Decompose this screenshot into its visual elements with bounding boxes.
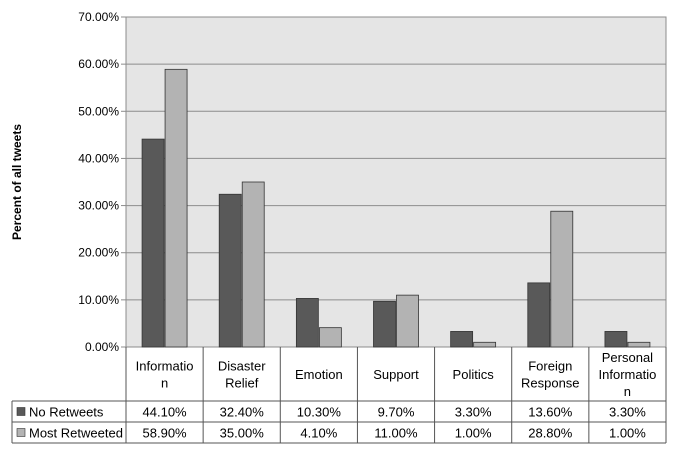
y-tick-label: 10.00% bbox=[78, 293, 119, 307]
table-cell-value: 1.00% bbox=[455, 426, 492, 441]
plot-area bbox=[125, 16, 667, 348]
category-label: Support bbox=[373, 367, 419, 382]
bar-no-retweets bbox=[527, 282, 551, 348]
legend-swatch bbox=[16, 428, 26, 437]
category-label: Informatio bbox=[136, 359, 194, 374]
legend-entry: No Retweets bbox=[29, 405, 104, 420]
category-label: Informatio bbox=[599, 367, 657, 382]
table-cell-value: 58.90% bbox=[143, 426, 188, 441]
bar-no-retweets bbox=[218, 193, 242, 348]
bar-most-retweeted bbox=[627, 341, 651, 348]
category-label: Personal bbox=[602, 350, 653, 365]
y-tick-label: 50.00% bbox=[78, 104, 119, 118]
table-cell-value: 11.00% bbox=[374, 426, 418, 441]
bar-no-retweets bbox=[450, 331, 474, 348]
category-label: Relief bbox=[225, 376, 259, 391]
table-cell-value: 10.30% bbox=[297, 405, 342, 420]
category-label: Politics bbox=[453, 367, 495, 382]
table-cell-value: 28.80% bbox=[528, 426, 573, 441]
y-tick-label: 40.00% bbox=[78, 151, 119, 165]
table-cell-value: 3.30% bbox=[455, 405, 492, 420]
y-tick-label: 30.00% bbox=[78, 199, 119, 213]
table-cell-value: 44.10% bbox=[143, 405, 188, 420]
y-tick-label: 20.00% bbox=[78, 246, 119, 260]
bar-most-retweeted bbox=[241, 181, 265, 348]
table-cell-value: 1.00% bbox=[609, 426, 646, 441]
bar-most-retweeted bbox=[550, 210, 574, 348]
bar-most-retweeted bbox=[473, 341, 497, 348]
category-label: Disaster bbox=[218, 359, 266, 374]
y-tick-label: 70.00% bbox=[78, 10, 119, 24]
table-cell-value: 35.00% bbox=[220, 426, 265, 441]
bar-most-retweeted bbox=[318, 327, 342, 348]
category-label: n bbox=[161, 376, 168, 391]
bar-most-retweeted bbox=[164, 68, 188, 348]
table-cell-value: 9.70% bbox=[378, 405, 415, 420]
table-cell-value: 32.40% bbox=[220, 405, 265, 420]
y-tick-label: 0.00% bbox=[85, 340, 119, 354]
bar-no-retweets bbox=[295, 298, 319, 348]
table-cell-value: 4.10% bbox=[300, 426, 337, 441]
category-label: Response bbox=[521, 376, 580, 391]
table-cell-value: 13.60% bbox=[528, 405, 573, 420]
bar-no-retweets bbox=[373, 300, 396, 348]
y-tick-label: 60.00% bbox=[78, 57, 119, 71]
bar-no-retweets bbox=[141, 138, 165, 348]
legend-entry: Most Retweeted bbox=[29, 426, 123, 441]
bar-no-retweets bbox=[604, 331, 628, 348]
category-label: Foreign bbox=[528, 359, 572, 374]
table-cell-value: 3.30% bbox=[609, 405, 646, 420]
category-label: Emotion bbox=[295, 367, 343, 382]
y-axis-title: Percent of all tweets bbox=[10, 124, 24, 240]
legend-swatch bbox=[16, 407, 26, 416]
category-label: n bbox=[624, 384, 631, 399]
bar-most-retweeted bbox=[396, 294, 419, 348]
